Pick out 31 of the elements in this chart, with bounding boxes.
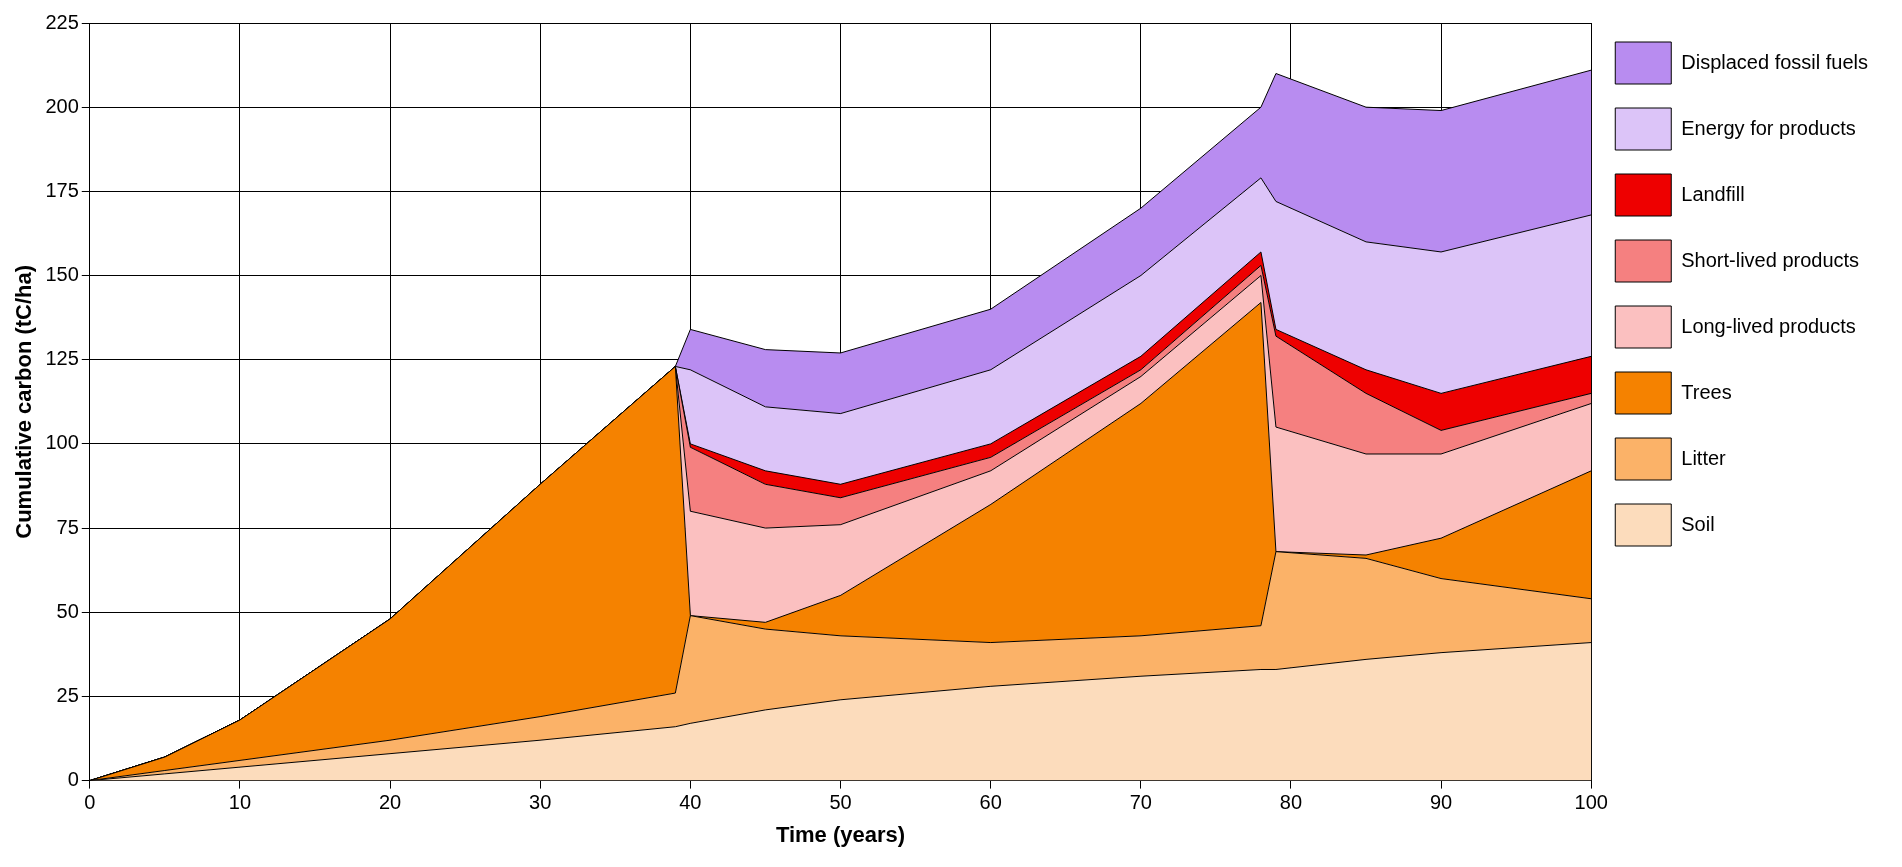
y-tick-label: 100 [45,431,79,454]
legend-label: Soil [1681,512,1715,535]
x-tick-label: 40 [679,791,702,814]
x-tick-label: 30 [529,791,552,814]
x-tick-label: 20 [378,791,402,814]
y-tick-label: 75 [56,515,79,538]
y-tick-label: 25 [56,683,79,706]
x-axis-title: Time (years) [775,821,906,847]
y-axis-title: Cumulative carbon (tC/ha) [11,264,37,539]
legend-label: Trees [1681,380,1732,403]
x-tick-label: 0 [84,791,96,814]
y-tick-label: 0 [67,768,79,791]
y-tick-label: 200 [45,94,79,117]
y-tick-label: 125 [45,347,79,370]
x-tick-label: 90 [1429,791,1453,814]
legend-label: Landfill [1681,182,1745,205]
legend-label: Long-lived products [1681,314,1856,337]
legend-label: Short-lived products [1681,248,1860,271]
x-tick-label: 70 [1129,791,1152,814]
x-tick-label: 100 [1574,791,1608,814]
y-tick-label: 150 [45,263,79,286]
legend-label: Litter [1681,446,1727,469]
y-tick-label: 225 [45,10,79,33]
x-tick-label: 60 [979,791,1002,814]
x-tick-label: 10 [228,791,252,814]
legend-label: Displaced fossil fuels [1681,50,1868,73]
y-tick-label: 50 [56,599,79,622]
x-tick-label: 50 [829,791,852,814]
legend-label: Energy for products [1681,116,1856,139]
x-tick-label: 80 [1279,791,1303,814]
y-tick-label: 175 [45,178,79,201]
